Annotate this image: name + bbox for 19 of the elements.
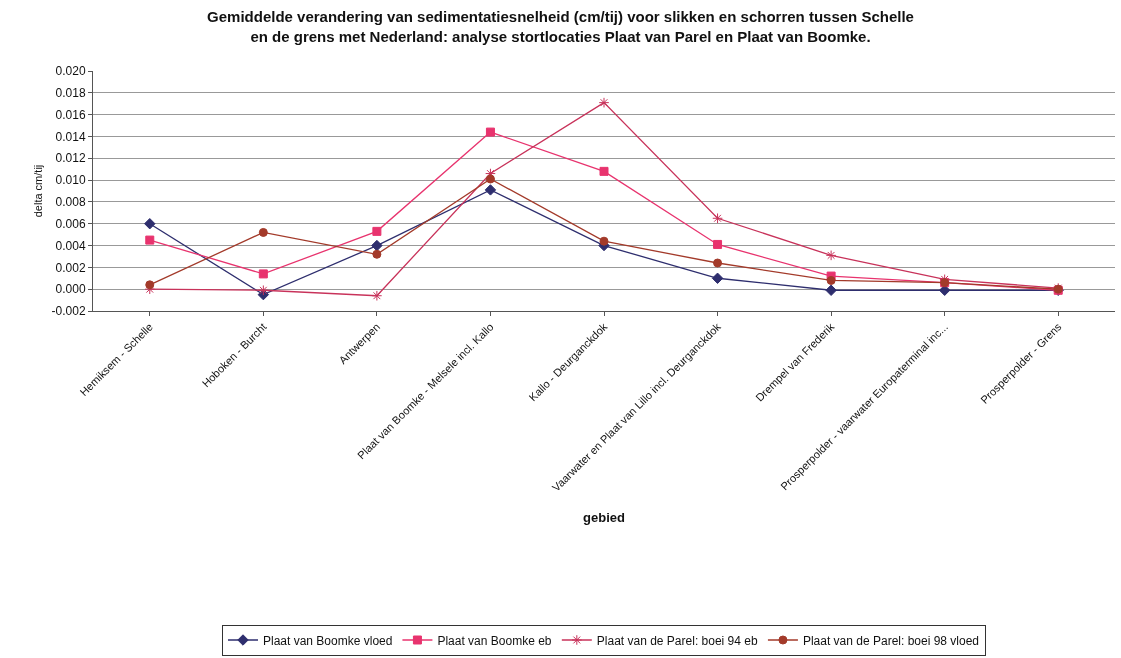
legend-label: Plaat van de Parel: boei 98 vloed bbox=[802, 633, 980, 648]
legend-label: Plaat van Boomke eb bbox=[437, 633, 552, 648]
y-tick-label: 0.018 bbox=[55, 86, 86, 101]
y-tick-label: 0.006 bbox=[55, 216, 86, 231]
y-tick-label: 0.010 bbox=[55, 173, 86, 188]
y-tick-label: 0.000 bbox=[55, 282, 86, 297]
y-tick-label: 0.002 bbox=[55, 260, 86, 275]
x-axis-title: gebied bbox=[583, 510, 625, 526]
y-tick-label: 0.004 bbox=[55, 238, 86, 253]
y-tick-label: -0.002 bbox=[51, 304, 86, 319]
legend-label: Plaat van de Parel: boei 94 eb bbox=[596, 633, 758, 648]
y-tick-label: 0.014 bbox=[55, 129, 86, 144]
y-axis-title: delta cm/tij bbox=[32, 164, 45, 218]
legend-label: Plaat van Boomke vloed bbox=[263, 633, 393, 648]
y-tick-label: 0.008 bbox=[55, 195, 86, 210]
y-tick-label: 0.012 bbox=[55, 151, 86, 166]
y-tick-label: 0.020 bbox=[55, 64, 86, 79]
y-tick-label: 0.016 bbox=[55, 107, 86, 122]
chart-title: Gemiddelde verandering van sedimentatiesnelheid (cm/tij) voor slikken en schorren tussen Schelle en de grens met Nederland: analyse stortlocaties Plaat van Parel en Plaat van Boomke. bbox=[207, 8, 914, 45]
